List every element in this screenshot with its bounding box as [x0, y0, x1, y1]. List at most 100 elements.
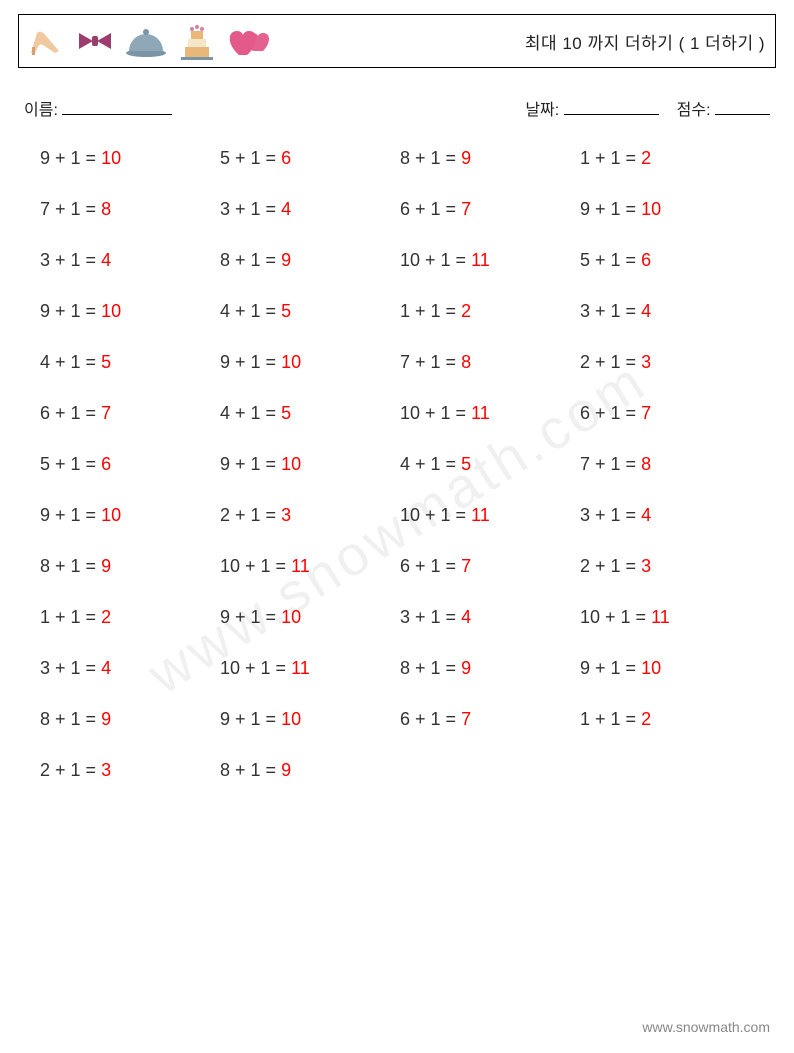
problem-cell: 6 + 1 = 7 [400, 199, 572, 220]
problem-expression: 9 + 1 = [580, 199, 641, 219]
problem-cell: 6 + 1 = 7 [400, 556, 572, 577]
problem-cell: 10 + 1 = 11 [580, 607, 752, 628]
problem-expression: 9 + 1 = [220, 709, 281, 729]
problem-answer: 6 [101, 454, 111, 474]
problem-answer: 4 [641, 301, 651, 321]
problem-cell: 3 + 1 = 4 [580, 301, 752, 322]
problem-answer: 3 [281, 505, 291, 525]
problem-expression: 9 + 1 = [220, 454, 281, 474]
problem-answer: 3 [641, 352, 651, 372]
footer-link: www.snowmath.com [642, 1019, 770, 1035]
problem-expression: 5 + 1 = [220, 148, 281, 168]
problem-cell: 3 + 1 = 4 [40, 250, 212, 271]
problem-answer: 6 [641, 250, 651, 270]
problem-answer: 2 [461, 301, 471, 321]
problem-answer: 10 [101, 301, 121, 321]
problem-answer: 5 [461, 454, 471, 474]
problem-cell: 8 + 1 = 9 [40, 556, 212, 577]
problem-cell: 4 + 1 = 5 [400, 454, 572, 475]
problem-answer: 10 [641, 658, 661, 678]
problem-expression: 1 + 1 = [580, 148, 641, 168]
problem-expression: 6 + 1 = [40, 403, 101, 423]
problem-cell: 8 + 1 = 9 [220, 760, 392, 781]
problem-cell: 2 + 1 = 3 [580, 352, 752, 373]
problem-cell: 6 + 1 = 7 [40, 403, 212, 424]
problem-expression: 3 + 1 = [580, 301, 641, 321]
problem-answer: 11 [651, 607, 670, 627]
problem-expression: 4 + 1 = [400, 454, 461, 474]
problem-cell: 10 + 1 = 11 [400, 505, 572, 526]
name-field: 이름: [24, 96, 525, 120]
problem-cell: 9 + 1 = 10 [40, 505, 212, 526]
problem-cell: 9 + 1 = 10 [580, 658, 752, 679]
problem-cell: 1 + 1 = 2 [580, 709, 752, 730]
problem-cell: 7 + 1 = 8 [580, 454, 752, 475]
problem-cell: 8 + 1 = 9 [40, 709, 212, 730]
problem-answer: 2 [641, 148, 651, 168]
worksheet-title: 최대 10 까지 더하기 ( 1 더하기 ) [525, 29, 765, 54]
problem-cell: 4 + 1 = 5 [220, 301, 392, 322]
problem-cell: 1 + 1 = 2 [40, 607, 212, 628]
problem-cell: 7 + 1 = 8 [400, 352, 572, 373]
problem-cell: 10 + 1 = 11 [220, 556, 392, 577]
problem-cell: 4 + 1 = 5 [40, 352, 212, 373]
hearts-icon [223, 19, 273, 63]
problem-expression: 9 + 1 = [40, 148, 101, 168]
problem-answer: 9 [281, 760, 291, 780]
problem-answer: 2 [101, 607, 111, 627]
problem-answer: 10 [281, 352, 301, 372]
problem-expression: 4 + 1 = [220, 301, 281, 321]
problem-answer: 11 [471, 403, 490, 423]
problem-cell [580, 760, 752, 781]
problem-answer: 9 [281, 250, 291, 270]
date-blank [564, 97, 659, 115]
problem-expression: 10 + 1 = [400, 403, 471, 423]
problem-cell: 9 + 1 = 10 [40, 148, 212, 169]
problem-expression: 3 + 1 = [40, 250, 101, 270]
problem-answer: 10 [101, 505, 121, 525]
problem-answer: 5 [281, 301, 291, 321]
problem-answer: 6 [281, 148, 291, 168]
problem-expression: 2 + 1 = [220, 505, 281, 525]
problem-answer: 7 [641, 403, 651, 423]
problem-answer: 9 [461, 148, 471, 168]
problem-cell: 5 + 1 = 6 [220, 148, 392, 169]
problem-answer: 10 [101, 148, 121, 168]
problem-answer: 10 [641, 199, 661, 219]
problem-cell: 5 + 1 = 6 [580, 250, 752, 271]
problem-expression: 10 + 1 = [220, 556, 291, 576]
name-label: 이름: [24, 102, 58, 119]
problem-cell: 9 + 1 = 10 [220, 352, 392, 373]
problem-answer: 4 [101, 250, 111, 270]
problem-answer: 11 [291, 556, 310, 576]
problem-expression: 4 + 1 = [40, 352, 101, 372]
problem-expression: 10 + 1 = [220, 658, 291, 678]
header-box: 최대 10 까지 더하기 ( 1 더하기 ) [18, 14, 776, 68]
problem-cell: 10 + 1 = 11 [400, 403, 572, 424]
problem-cell: 5 + 1 = 6 [40, 454, 212, 475]
problem-cell: 8 + 1 = 9 [220, 250, 392, 271]
problem-expression: 9 + 1 = [40, 301, 101, 321]
problem-answer: 4 [641, 505, 651, 525]
problem-expression: 7 + 1 = [580, 454, 641, 474]
problem-answer: 11 [471, 250, 490, 270]
problem-expression: 9 + 1 = [40, 505, 101, 525]
shoe-icon [25, 19, 69, 63]
problem-expression: 5 + 1 = [40, 454, 101, 474]
problem-expression: 1 + 1 = [580, 709, 641, 729]
problem-answer: 10 [281, 454, 301, 474]
problem-cell: 2 + 1 = 3 [220, 505, 392, 526]
problem-answer: 5 [101, 352, 111, 372]
problem-cell: 9 + 1 = 10 [580, 199, 752, 220]
problem-answer: 10 [281, 607, 301, 627]
bowtie-icon [73, 19, 117, 63]
problem-cell: 7 + 1 = 8 [40, 199, 212, 220]
problem-expression: 9 + 1 = [220, 352, 281, 372]
problem-cell: 6 + 1 = 7 [400, 709, 572, 730]
problem-expression: 8 + 1 = [400, 148, 461, 168]
problem-cell: 9 + 1 = 10 [220, 607, 392, 628]
problem-answer: 5 [281, 403, 291, 423]
problem-expression: 8 + 1 = [40, 556, 101, 576]
problem-expression: 8 + 1 = [400, 658, 461, 678]
problem-expression: 7 + 1 = [40, 199, 101, 219]
